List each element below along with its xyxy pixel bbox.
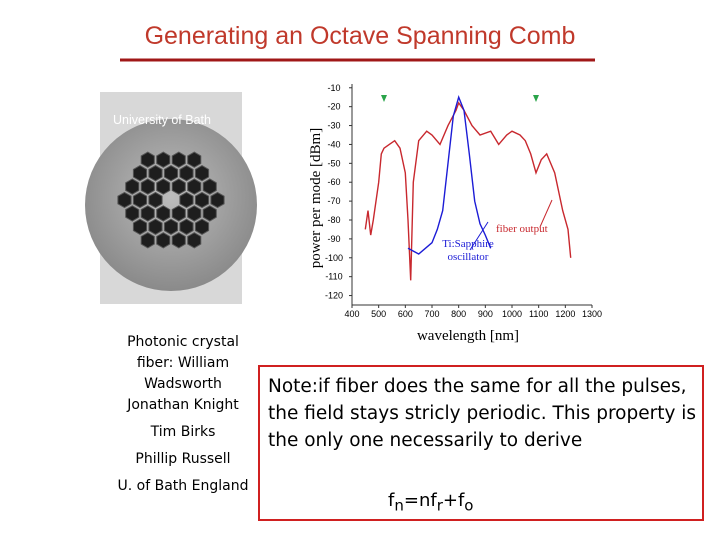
- fiber-hole: [179, 218, 194, 235]
- image-label: University of Bath: [113, 113, 211, 127]
- note-box: Note:if fiber does the same for all the …: [258, 365, 704, 521]
- fiber-hole: [125, 205, 140, 222]
- fiber-hole: [210, 191, 225, 209]
- fiber-hole: [117, 191, 132, 209]
- fiber-hole: [140, 178, 155, 195]
- formula-part: +f: [442, 490, 465, 511]
- slide-title: Generating an Octave Spanning Comb: [144, 22, 576, 50]
- x-tick-label: 1200: [555, 309, 575, 319]
- y-tick-label: -90: [327, 234, 340, 244]
- spectrum-line: [364, 101, 572, 281]
- fiber-hole: [156, 151, 171, 168]
- marker-triangle: [533, 95, 539, 102]
- caption-line: Jonathan Knight: [127, 397, 239, 413]
- fiber-holes: [117, 151, 225, 249]
- y-tick-label: -20: [327, 102, 340, 112]
- y-tick-label: -120: [325, 291, 343, 301]
- fiber-hole: [194, 165, 210, 182]
- fiber-hole: [132, 191, 148, 209]
- fiber-hole: [187, 178, 202, 195]
- formula-part: =nf: [403, 490, 437, 511]
- fiber-hole: [148, 218, 163, 235]
- y-tick-label: -110: [325, 272, 342, 282]
- x-tick-label: 600: [398, 309, 413, 319]
- fiber-hole: [194, 218, 210, 235]
- formula: fn=nfr+fo: [388, 490, 473, 515]
- annotation-box: Ti:Sapphire oscillator: [442, 238, 494, 263]
- caption-line: Photonic crystal fiber: William Wadswort…: [127, 334, 239, 392]
- formula-sub: r: [436, 496, 443, 515]
- fiber-hole: [140, 151, 155, 168]
- caption-line: Tim Birks: [150, 424, 216, 440]
- caption-line: U. of Bath England: [117, 478, 249, 494]
- fiber-hole: [156, 205, 171, 222]
- y-tick-label: -60: [327, 177, 340, 187]
- y-tick-label: -100: [325, 253, 343, 263]
- annotation: fiber output: [496, 223, 548, 235]
- fiber-hole: [140, 205, 155, 222]
- fiber-hole: [156, 232, 171, 249]
- fiber-hole: [163, 218, 179, 235]
- annotation: Ti:Sapphire oscillator: [442, 238, 494, 263]
- formula-sub: o: [464, 496, 474, 515]
- caption-line: Phillip Russell: [135, 451, 231, 467]
- fiber-hole: [125, 178, 140, 195]
- y-tick-label: -40: [327, 139, 340, 149]
- fiber-hole: [163, 165, 179, 182]
- marker-triangle: [381, 95, 387, 102]
- fiber-hole: [171, 178, 186, 195]
- fiber-hole: [148, 165, 163, 182]
- formula-part: f: [388, 490, 395, 511]
- x-tick-label: 500: [371, 309, 386, 319]
- fiber-hole: [171, 151, 186, 168]
- fiber-hole: [132, 165, 148, 182]
- annotation-arrow: [469, 221, 489, 251]
- x-tick-label: 900: [478, 309, 493, 319]
- fiber-hole: [171, 232, 186, 249]
- fiber-hole: [156, 178, 171, 195]
- fiber-hole: [140, 232, 155, 249]
- fiber-hole: [148, 191, 163, 209]
- note-text: Note:if fiber does the same for all the …: [268, 376, 697, 451]
- x-axis-label: wavelength [nm]: [417, 328, 519, 344]
- fiber-hole: [187, 151, 202, 168]
- x-tick-label: 1300: [582, 309, 602, 319]
- fiber-hole: [202, 178, 217, 195]
- y-tick-label: -10: [327, 83, 340, 93]
- caption: Photonic crystal fiber: William Wadswort…: [108, 332, 258, 497]
- fiber-hole: [187, 232, 202, 249]
- spectrum-chart: -10 -20 -30 -40 -50 -60 -70 -80 -90 -100 -110 -1204…: [308, 83, 602, 344]
- x-tick-label: 1100: [529, 309, 548, 319]
- y-tick-label: -80: [327, 215, 340, 225]
- formula-sub: n: [394, 496, 404, 515]
- fiber-cross-section: [85, 119, 257, 291]
- y-tick-label: -30: [327, 121, 340, 131]
- fiber-hole: [179, 165, 194, 182]
- x-tick-label: 700: [424, 309, 439, 319]
- fiber-hole: [187, 205, 202, 222]
- y-axis-label: power per mode [dBm]: [308, 128, 324, 268]
- fiber-hole: [202, 205, 217, 222]
- x-tick-label: 400: [344, 309, 359, 319]
- y-tick-label: -50: [327, 158, 340, 168]
- fiber-hole: [194, 191, 210, 209]
- x-tick-label: 1000: [502, 309, 522, 319]
- fiber-hole: [132, 218, 148, 235]
- fiber-hole: [171, 205, 186, 222]
- fiber-hole: [179, 191, 194, 209]
- x-tick-label: 800: [451, 309, 466, 319]
- y-tick-label: -70: [327, 196, 340, 206]
- annotation-arrow: [539, 199, 553, 228]
- spectrum-line: [407, 95, 492, 255]
